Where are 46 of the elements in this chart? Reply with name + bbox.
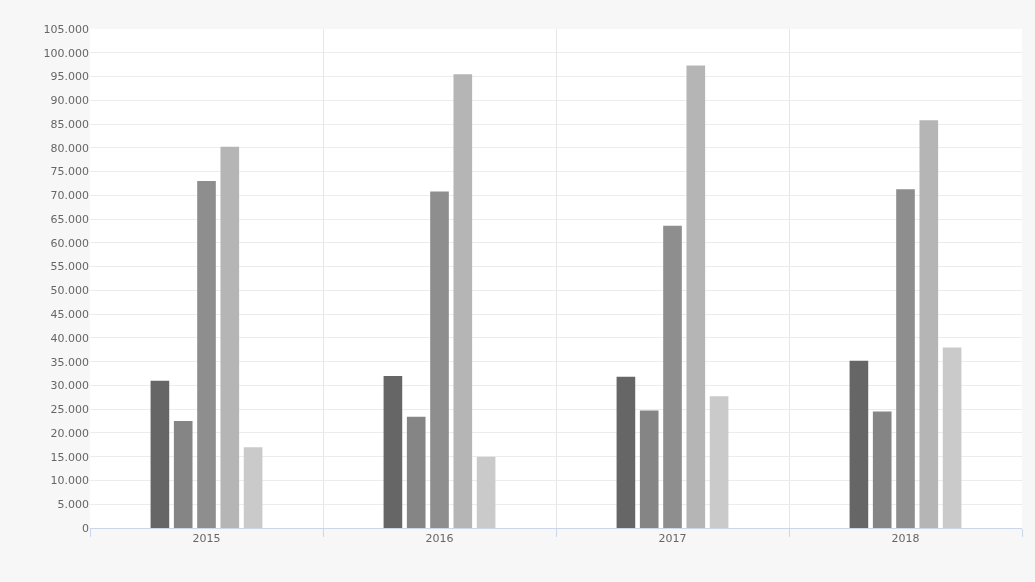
y-tick-label: 105.000	[43, 22, 89, 36]
bar	[896, 189, 915, 528]
y-tick-label: 15.000	[50, 450, 89, 464]
y-tick-label: 25.000	[50, 403, 89, 417]
y-tick-label: 70.000	[50, 189, 89, 203]
bar	[197, 181, 216, 528]
bar	[942, 347, 962, 528]
y-tick-label: 90.000	[50, 94, 89, 108]
x-tick-label: 2016	[425, 532, 454, 546]
bar	[919, 120, 939, 528]
y-tick-label: 60.000	[50, 236, 89, 250]
bar	[686, 65, 706, 528]
bar	[872, 411, 892, 528]
x-tick-label: 2017	[658, 532, 687, 546]
y-tick-label: 55.000	[50, 260, 89, 274]
y-tick-label: 80.000	[50, 141, 89, 155]
y-tick-label: 30.000	[50, 379, 89, 393]
y-tick-label: 65.000	[50, 212, 89, 226]
y-tick-label: 5.000	[57, 498, 89, 512]
bar	[243, 447, 263, 528]
bar	[709, 396, 729, 528]
x-tick-label: 2018	[891, 532, 920, 546]
y-tick-label: 95.000	[50, 70, 89, 84]
y-tick-label: 40.000	[50, 331, 89, 345]
y-tick-label: 10.000	[50, 474, 89, 488]
bar	[639, 410, 659, 528]
y-tick-label: 50.000	[50, 284, 89, 298]
bar	[430, 191, 449, 528]
bar	[406, 416, 426, 528]
bar	[476, 456, 496, 528]
y-tick-label: 100.000	[43, 46, 89, 60]
y-tick-label: 35.000	[50, 355, 89, 369]
bar	[849, 360, 869, 528]
bar	[663, 225, 682, 528]
y-tick-label: 75.000	[50, 165, 89, 179]
bar	[453, 74, 473, 528]
y-tick-label: 85.000	[50, 117, 89, 131]
x-tick-label: 2015	[192, 532, 221, 546]
y-tick-label: 20.000	[50, 426, 89, 440]
bar	[173, 421, 193, 528]
y-tick-label: 45.000	[50, 307, 89, 321]
bar	[383, 375, 403, 528]
bar	[616, 376, 636, 528]
bar	[150, 380, 170, 528]
bar	[220, 146, 240, 528]
y-tick-label: 0	[82, 521, 89, 535]
